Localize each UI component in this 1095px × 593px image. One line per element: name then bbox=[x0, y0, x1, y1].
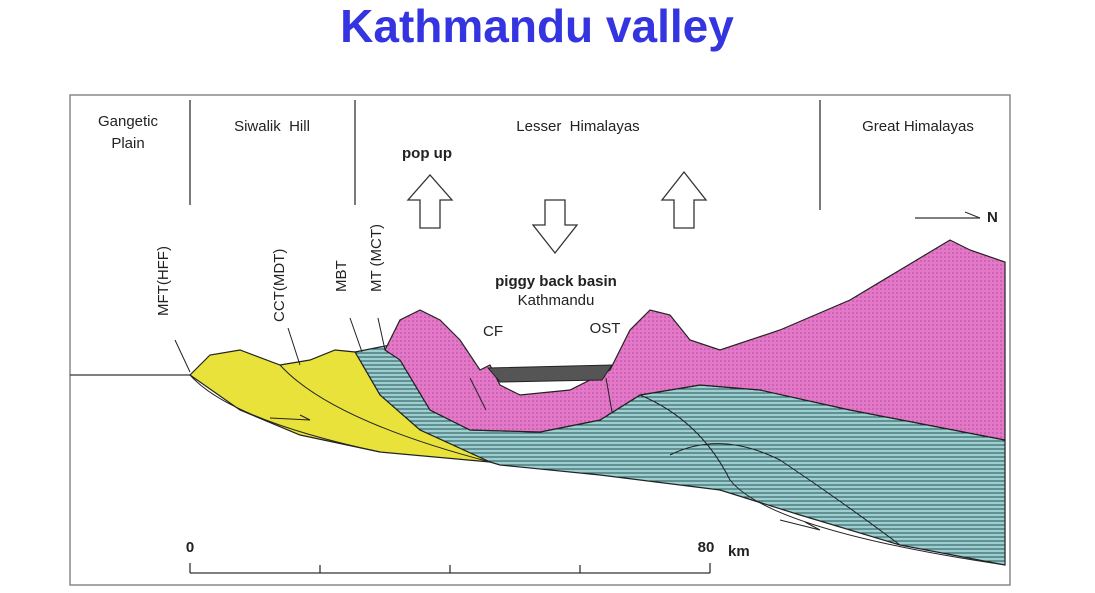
scale-label: km bbox=[728, 543, 750, 560]
fault-label: MT (MCT) bbox=[368, 224, 385, 292]
scale-label: 0 bbox=[186, 539, 194, 556]
scale-bar bbox=[189, 563, 711, 574]
region-label: Gangetic bbox=[98, 113, 159, 130]
fault-label: MBT bbox=[333, 260, 350, 292]
annotation: pop up bbox=[402, 145, 452, 162]
basin-fill bbox=[486, 364, 613, 383]
title: Kathmandu valley bbox=[340, 0, 734, 52]
region-label: Lesser Himalayas bbox=[516, 118, 639, 135]
pink-unit bbox=[384, 239, 1006, 441]
fault-label: CCT(MDT) bbox=[271, 249, 288, 322]
annotation: N bbox=[987, 209, 998, 226]
yellow-unit bbox=[189, 349, 491, 463]
fault-label: MFT(HFF) bbox=[155, 246, 172, 316]
region-label: Plain bbox=[111, 135, 144, 152]
region-label: Siwalik Hill bbox=[234, 118, 310, 135]
north-arrow bbox=[964, 211, 981, 219]
annotation: CF bbox=[483, 323, 503, 340]
annotation: OST bbox=[590, 320, 621, 337]
annotation: Kathmandu bbox=[518, 292, 595, 309]
fault-traces bbox=[174, 317, 1006, 566]
region-dividers bbox=[189, 100, 821, 210]
scale-label: 80 bbox=[698, 539, 715, 556]
annotation: piggy back basin bbox=[495, 273, 617, 290]
motion-arrows bbox=[406, 170, 708, 255]
region-label: Great Himalayas bbox=[862, 118, 974, 135]
